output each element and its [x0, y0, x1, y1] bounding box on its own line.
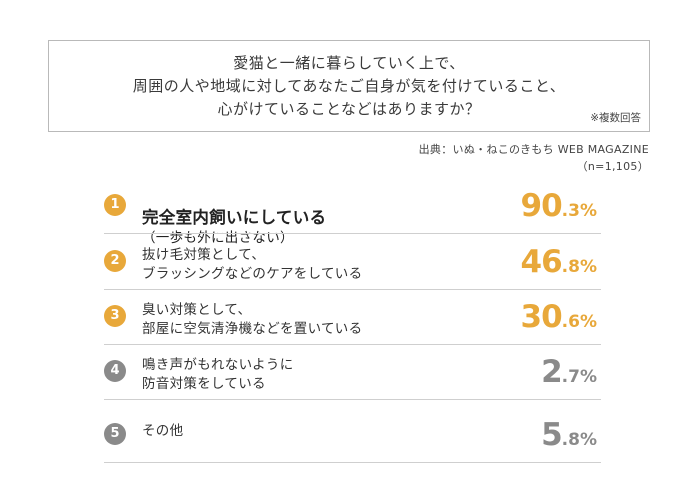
answer-label-1-main: 完全室内飼いにしている [142, 208, 327, 227]
answer-row-4: 4 鳴き声がもれないように 防音対策をしている 2.7% [104, 350, 601, 400]
rank-badge-3: 3 [104, 305, 126, 327]
rank-badge-5: 5 [104, 423, 126, 445]
answer-percentage-5-dec: .8% [561, 430, 597, 450]
answer-percentage-3-int: 30 [520, 299, 563, 335]
multiple-answer-note: ※複数回答 [590, 112, 641, 124]
answer-percentage-1: 90.3% [521, 188, 597, 224]
answer-percentage-2-dec: .8% [561, 257, 597, 277]
answer-percentage-3-dec: .6% [561, 312, 597, 332]
sample-size: （n=1,105） [576, 160, 649, 173]
answer-row-2: 2 抜け毛対策として、 ブラッシングなどのケアをしている 46.8% [104, 240, 601, 290]
answer-label-3: 臭い対策として、 部屋に空気清浄機などを置いている [142, 302, 363, 337]
answer-percentage-1-dec: .3% [561, 201, 597, 221]
rank-badge-4: 4 [104, 360, 126, 382]
answer-label-4: 鳴き声がもれないように 防音対策をしている [142, 357, 294, 392]
answer-label-1-sub: （一歩も外に出さない） [142, 230, 294, 246]
answer-label-5: その他 [142, 423, 184, 439]
source-credit: 出典：いぬ・ねこのきもち WEB MAGAZINE （n=1,105） [419, 141, 649, 175]
question-text: 愛猫と一緒に暮らしていく上で、 周囲の人や地域に対してあなたご自身が気を付けてい… [132, 54, 566, 118]
answer-row-5: 5 その他 5.8% [104, 413, 601, 463]
row-divider [104, 399, 601, 400]
answer-percentage-2: 46.8% [521, 244, 597, 280]
answer-percentage-5: 5.8% [541, 417, 597, 453]
answer-percentage-4-int: 2 [541, 354, 563, 390]
answer-label-2: 抜け毛対策として、 ブラッシングなどのケアをしている [142, 247, 363, 282]
row-divider [104, 233, 601, 234]
answer-row-3: 3 臭い対策として、 部屋に空気清浄機などを置いている 30.6% [104, 295, 601, 345]
answer-percentage-5-int: 5 [541, 417, 563, 453]
answer-percentage-4-dec: .7% [561, 367, 597, 387]
row-divider [104, 289, 601, 290]
answer-percentage-1-int: 90 [520, 188, 563, 224]
question-box: 愛猫と一緒に暮らしていく上で、 周囲の人や地域に対してあなたご自身が気を付けてい… [48, 40, 650, 132]
rank-badge-2: 2 [104, 250, 126, 272]
source-text: 出典：いぬ・ねこのきもち WEB MAGAZINE [418, 143, 649, 156]
answer-label-1: 完全室内飼いにしている （一歩も外に出さない） [142, 188, 326, 268]
rank-badge-1: 1 [104, 194, 126, 216]
answer-row-1: 1 完全室内飼いにしている （一歩も外に出さない） 90.3% [104, 184, 601, 246]
row-divider [104, 462, 601, 463]
row-divider [104, 344, 601, 345]
answer-percentage-3: 30.6% [521, 299, 597, 335]
answer-percentage-4: 2.7% [541, 354, 597, 390]
answer-percentage-2-int: 46 [520, 244, 563, 280]
